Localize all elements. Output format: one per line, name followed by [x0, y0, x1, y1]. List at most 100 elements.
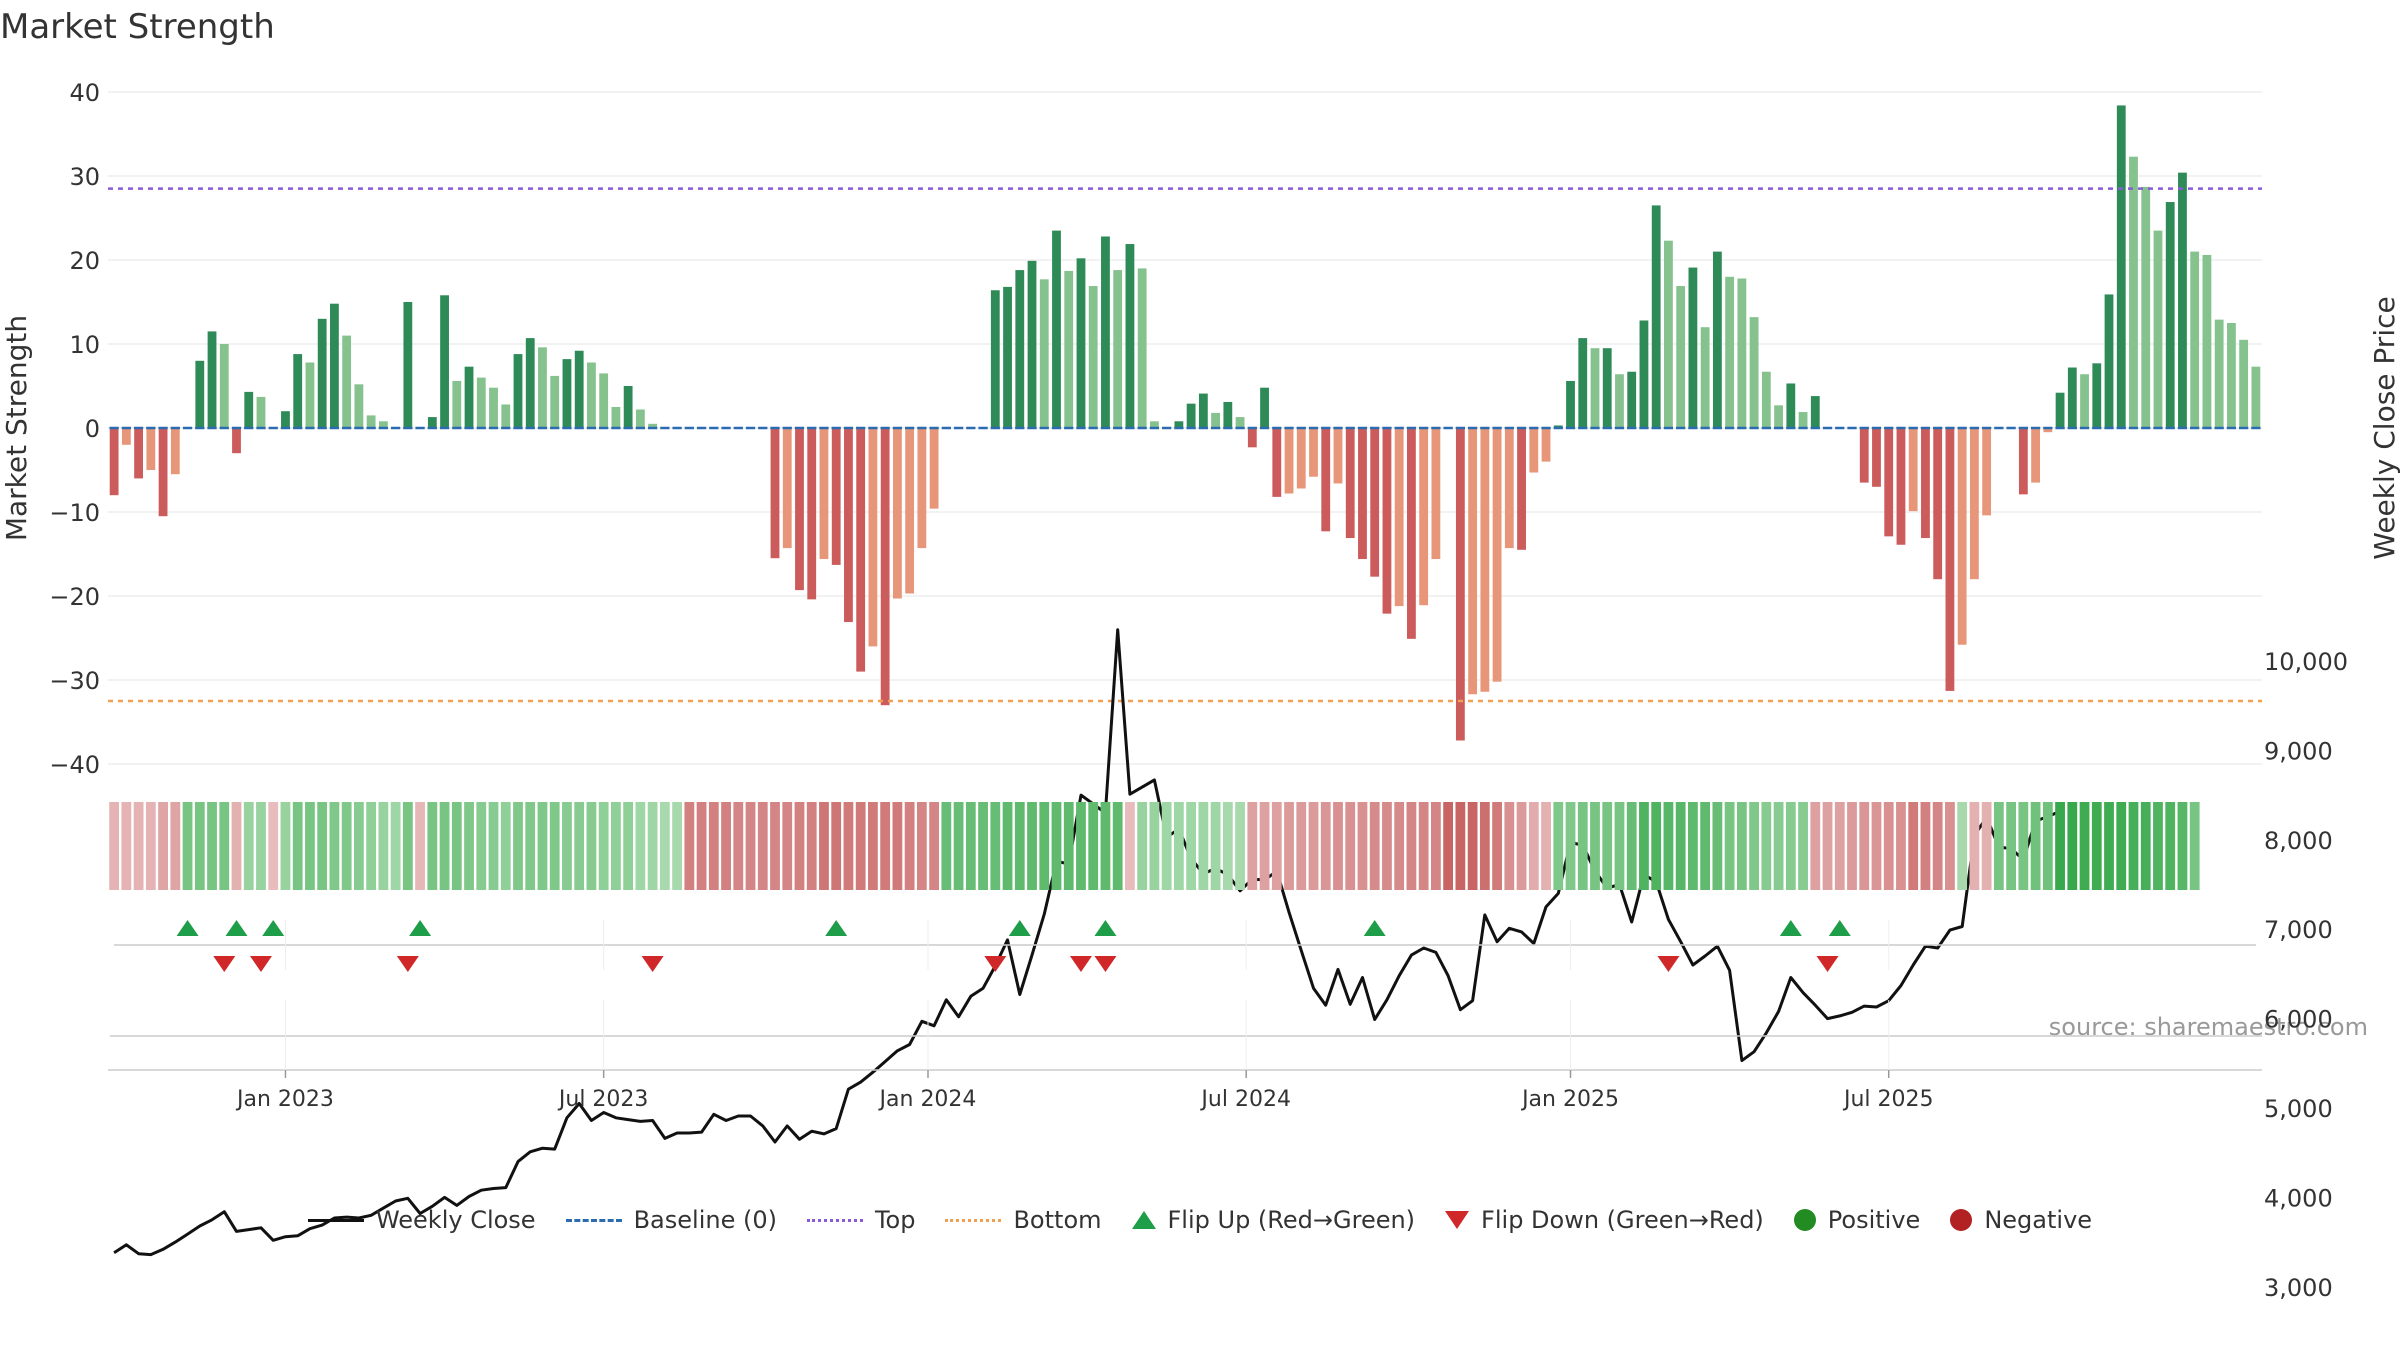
strength-bar: [1688, 267, 1698, 428]
regime-cell: [1394, 802, 1405, 890]
legend-weekly-close[interactable]: Weekly Close: [307, 1206, 536, 1234]
strength-bar: [317, 318, 327, 428]
strength-bar: [1052, 230, 1061, 428]
legend-bottom[interactable]: Bottom: [945, 1206, 1102, 1234]
strength-bar: [2165, 202, 2175, 428]
price-line: [113, 628, 2061, 1257]
strength-bar: [1786, 383, 1796, 428]
strength-bar: [2178, 172, 2187, 428]
strength-bar: [1982, 428, 1992, 516]
regime-cell: [280, 802, 291, 890]
strength-bar: [1149, 421, 1159, 428]
regime-cell: [623, 802, 634, 890]
strength-bar: [807, 428, 817, 600]
regime-cell: [1773, 802, 1784, 890]
strength-bar: [2080, 374, 2089, 428]
strength-bar: [109, 428, 119, 496]
regime-cell: [831, 802, 842, 890]
regime-cell: [598, 802, 609, 890]
strength-bar: [1664, 240, 1673, 428]
legend-line-dash-icon: [565, 1218, 622, 1222]
strength-bar: [2116, 105, 2126, 428]
regime-cell: [1896, 802, 1906, 890]
regime-cell: [1920, 802, 1931, 890]
regime-cell: [158, 802, 168, 890]
regime-cell: [1014, 802, 1025, 890]
regime-cell: [721, 802, 731, 890]
strength-bar: [2067, 367, 2077, 428]
regime-cell: [256, 802, 266, 890]
strength-bar: [1223, 401, 1233, 428]
regime-cell: [366, 802, 377, 890]
legend-label: Negative: [1984, 1206, 2093, 1234]
regime-cell: [611, 802, 621, 890]
y-tick-label: 0: [85, 415, 100, 443]
strength-bar: [281, 411, 290, 428]
regime-cell: [1345, 802, 1356, 890]
regime-cell: [1259, 802, 1270, 890]
strength-bar: [550, 375, 560, 428]
regime-cell: [1749, 802, 1759, 890]
strength-bar: [476, 377, 486, 428]
regime-cell: [476, 802, 487, 890]
strength-bar: [1358, 428, 1367, 560]
strength-bar: [1284, 428, 1294, 494]
regime-cell: [1528, 802, 1539, 890]
legend-label: Baseline (0): [633, 1206, 777, 1234]
strength-bars: [109, 105, 2261, 741]
legend-top[interactable]: Top: [806, 1206, 915, 1234]
strength-bar: [1725, 276, 1735, 428]
strength-bar: [1370, 428, 1380, 577]
legend-flip-up[interactable]: Flip Up (Red→Green): [1131, 1206, 1415, 1234]
strength-bar: [1333, 428, 1343, 484]
strength-bar: [501, 404, 511, 428]
gridlines: [108, 91, 2262, 765]
regime-cell: [1969, 802, 1980, 890]
strength-bar: [170, 428, 180, 475]
regime-cell: [2104, 802, 2114, 890]
legend-baseline[interactable]: Baseline (0): [565, 1206, 777, 1234]
strength-bar: [1957, 428, 1967, 645]
strength-bar: [648, 423, 658, 428]
legend-negative[interactable]: Negative: [1950, 1206, 2092, 1234]
strength-bar: [2055, 392, 2065, 428]
strength-bar: [1394, 428, 1404, 607]
regime-cell: [1076, 802, 1086, 890]
strength-bar: [1039, 279, 1049, 428]
strength-bar: [1969, 428, 1979, 580]
regime-cell: [892, 802, 903, 890]
regime-cell: [1541, 802, 1551, 890]
y-tick-label: −30: [49, 667, 100, 695]
regime-cell: [2140, 802, 2151, 890]
regime-cell: [1602, 802, 1613, 890]
x-tick-label: Jul 2025: [1842, 1087, 1934, 1112]
strength-bar: [1492, 428, 1502, 682]
x-tick-label: Jul 2024: [1199, 1087, 1291, 1112]
regime-cell: [1137, 802, 1148, 890]
regime-cell: [1834, 802, 1845, 890]
strength-bar: [330, 303, 339, 428]
strength-bar: [1872, 428, 1881, 487]
strength-bar: [2190, 251, 2200, 428]
flip-down-marker: [1657, 956, 1680, 972]
regime-strip: [109, 802, 2200, 890]
regime-cell: [1785, 802, 1796, 890]
regime-cell: [488, 802, 499, 890]
regime-cell: [1443, 802, 1454, 890]
triangle-down-icon: [1445, 1211, 1470, 1229]
strength-bar: [880, 428, 890, 706]
strength-bar: [2239, 339, 2249, 428]
regime-cell: [1639, 802, 1649, 890]
regime-cell: [806, 802, 817, 890]
regime-cell: [1810, 802, 1821, 890]
strength-bar: [929, 428, 939, 509]
legend-flip-down[interactable]: Flip Down (Green→Red): [1445, 1206, 1764, 1234]
y-tick-label: −40: [49, 751, 100, 779]
regime-cell: [402, 802, 413, 890]
regime-cell: [1504, 802, 1515, 890]
legend-positive[interactable]: Positive: [1793, 1206, 1920, 1234]
regime-cell: [574, 802, 585, 890]
strength-bar: [1296, 428, 1306, 489]
strength-bar: [770, 428, 780, 559]
regime-cell: [1222, 802, 1233, 890]
